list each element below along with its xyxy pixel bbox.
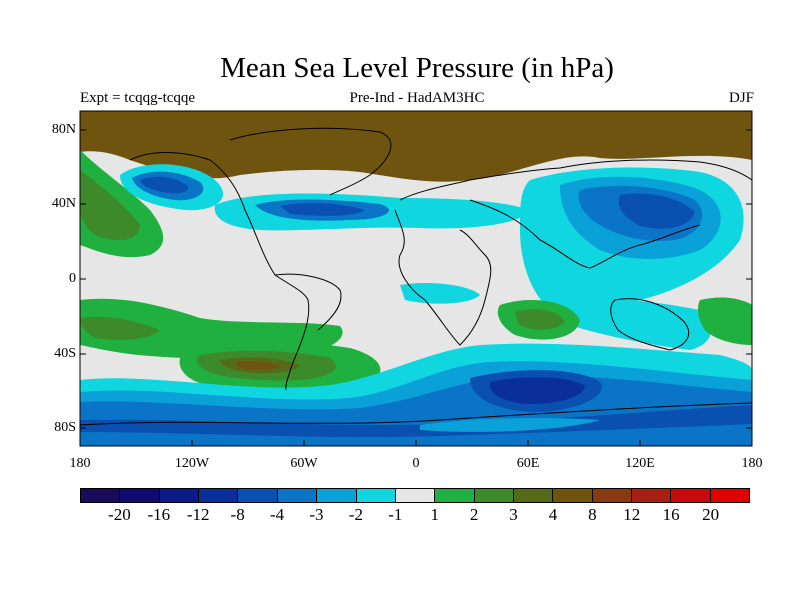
colorbar-label: -8 bbox=[230, 505, 245, 524]
colorbar-label: -1 bbox=[388, 505, 403, 524]
lat-label: 80S bbox=[54, 420, 76, 435]
colorbar-label: 16 bbox=[662, 505, 680, 524]
lon-label: 180 bbox=[69, 456, 91, 471]
season-label: DJF bbox=[728, 90, 754, 106]
chart-title: Mean Sea Level Pressure (in hPa) bbox=[220, 52, 614, 84]
colorbar bbox=[80, 488, 750, 503]
colorbar-swatch bbox=[159, 489, 200, 502]
colorbar-label: -12 bbox=[186, 505, 210, 524]
colorbar-label: 3 bbox=[509, 505, 518, 524]
colorbar-swatch bbox=[592, 489, 633, 502]
colorbar-label: 2 bbox=[469, 505, 479, 524]
lon-label: 0 bbox=[412, 456, 420, 471]
colorbar-swatch bbox=[474, 489, 514, 502]
arctic-high-region bbox=[80, 111, 752, 182]
lon-label: 60E bbox=[516, 456, 540, 471]
colorbar-swatch bbox=[120, 489, 160, 502]
colorbar-label: 20 bbox=[702, 505, 720, 524]
pressure-field bbox=[80, 111, 752, 446]
colorbar-label: -2 bbox=[348, 505, 363, 524]
colorbar-swatch bbox=[238, 489, 278, 502]
colorbar-swatch bbox=[553, 489, 593, 502]
colorbar-swatch bbox=[435, 489, 475, 502]
colorbar-label: 4 bbox=[548, 505, 558, 524]
colorbar-label: 8 bbox=[588, 505, 597, 524]
colorbar-label: 1 bbox=[430, 505, 439, 524]
colorbar-swatch bbox=[395, 489, 436, 502]
colorbar-label: -4 bbox=[269, 505, 285, 524]
colorbar-swatch bbox=[710, 489, 750, 502]
comparison-label: Pre-Ind - HadAM3HC bbox=[349, 90, 485, 106]
lat-label: 80N bbox=[51, 122, 76, 137]
lat-label: 40N bbox=[51, 196, 76, 211]
lat-label: 40S bbox=[54, 346, 76, 361]
colorbar-swatch bbox=[671, 489, 711, 502]
experiment-label: Expt = tcqqg-tcqqe bbox=[80, 90, 196, 106]
colorbar-swatch bbox=[81, 489, 121, 502]
lon-label: 60W bbox=[290, 456, 318, 471]
colorbar-label: 12 bbox=[623, 505, 641, 524]
lat-label: 0 bbox=[69, 271, 76, 286]
lon-label: 180 bbox=[741, 456, 763, 471]
colorbar-swatch bbox=[277, 489, 318, 502]
colorbar-swatch bbox=[356, 489, 396, 502]
colorbar-label: -20 bbox=[108, 505, 131, 524]
lon-label: 120E bbox=[625, 456, 655, 471]
colorbar-swatch bbox=[199, 489, 239, 502]
colorbar-swatch bbox=[317, 489, 357, 502]
lon-label: 120W bbox=[174, 456, 210, 471]
colorbar-label: -16 bbox=[147, 505, 171, 524]
colorbar-swatch bbox=[632, 489, 672, 502]
colorbar-swatch bbox=[513, 489, 554, 502]
colorbar-label: -3 bbox=[309, 505, 324, 524]
coastlines bbox=[80, 127, 752, 426]
